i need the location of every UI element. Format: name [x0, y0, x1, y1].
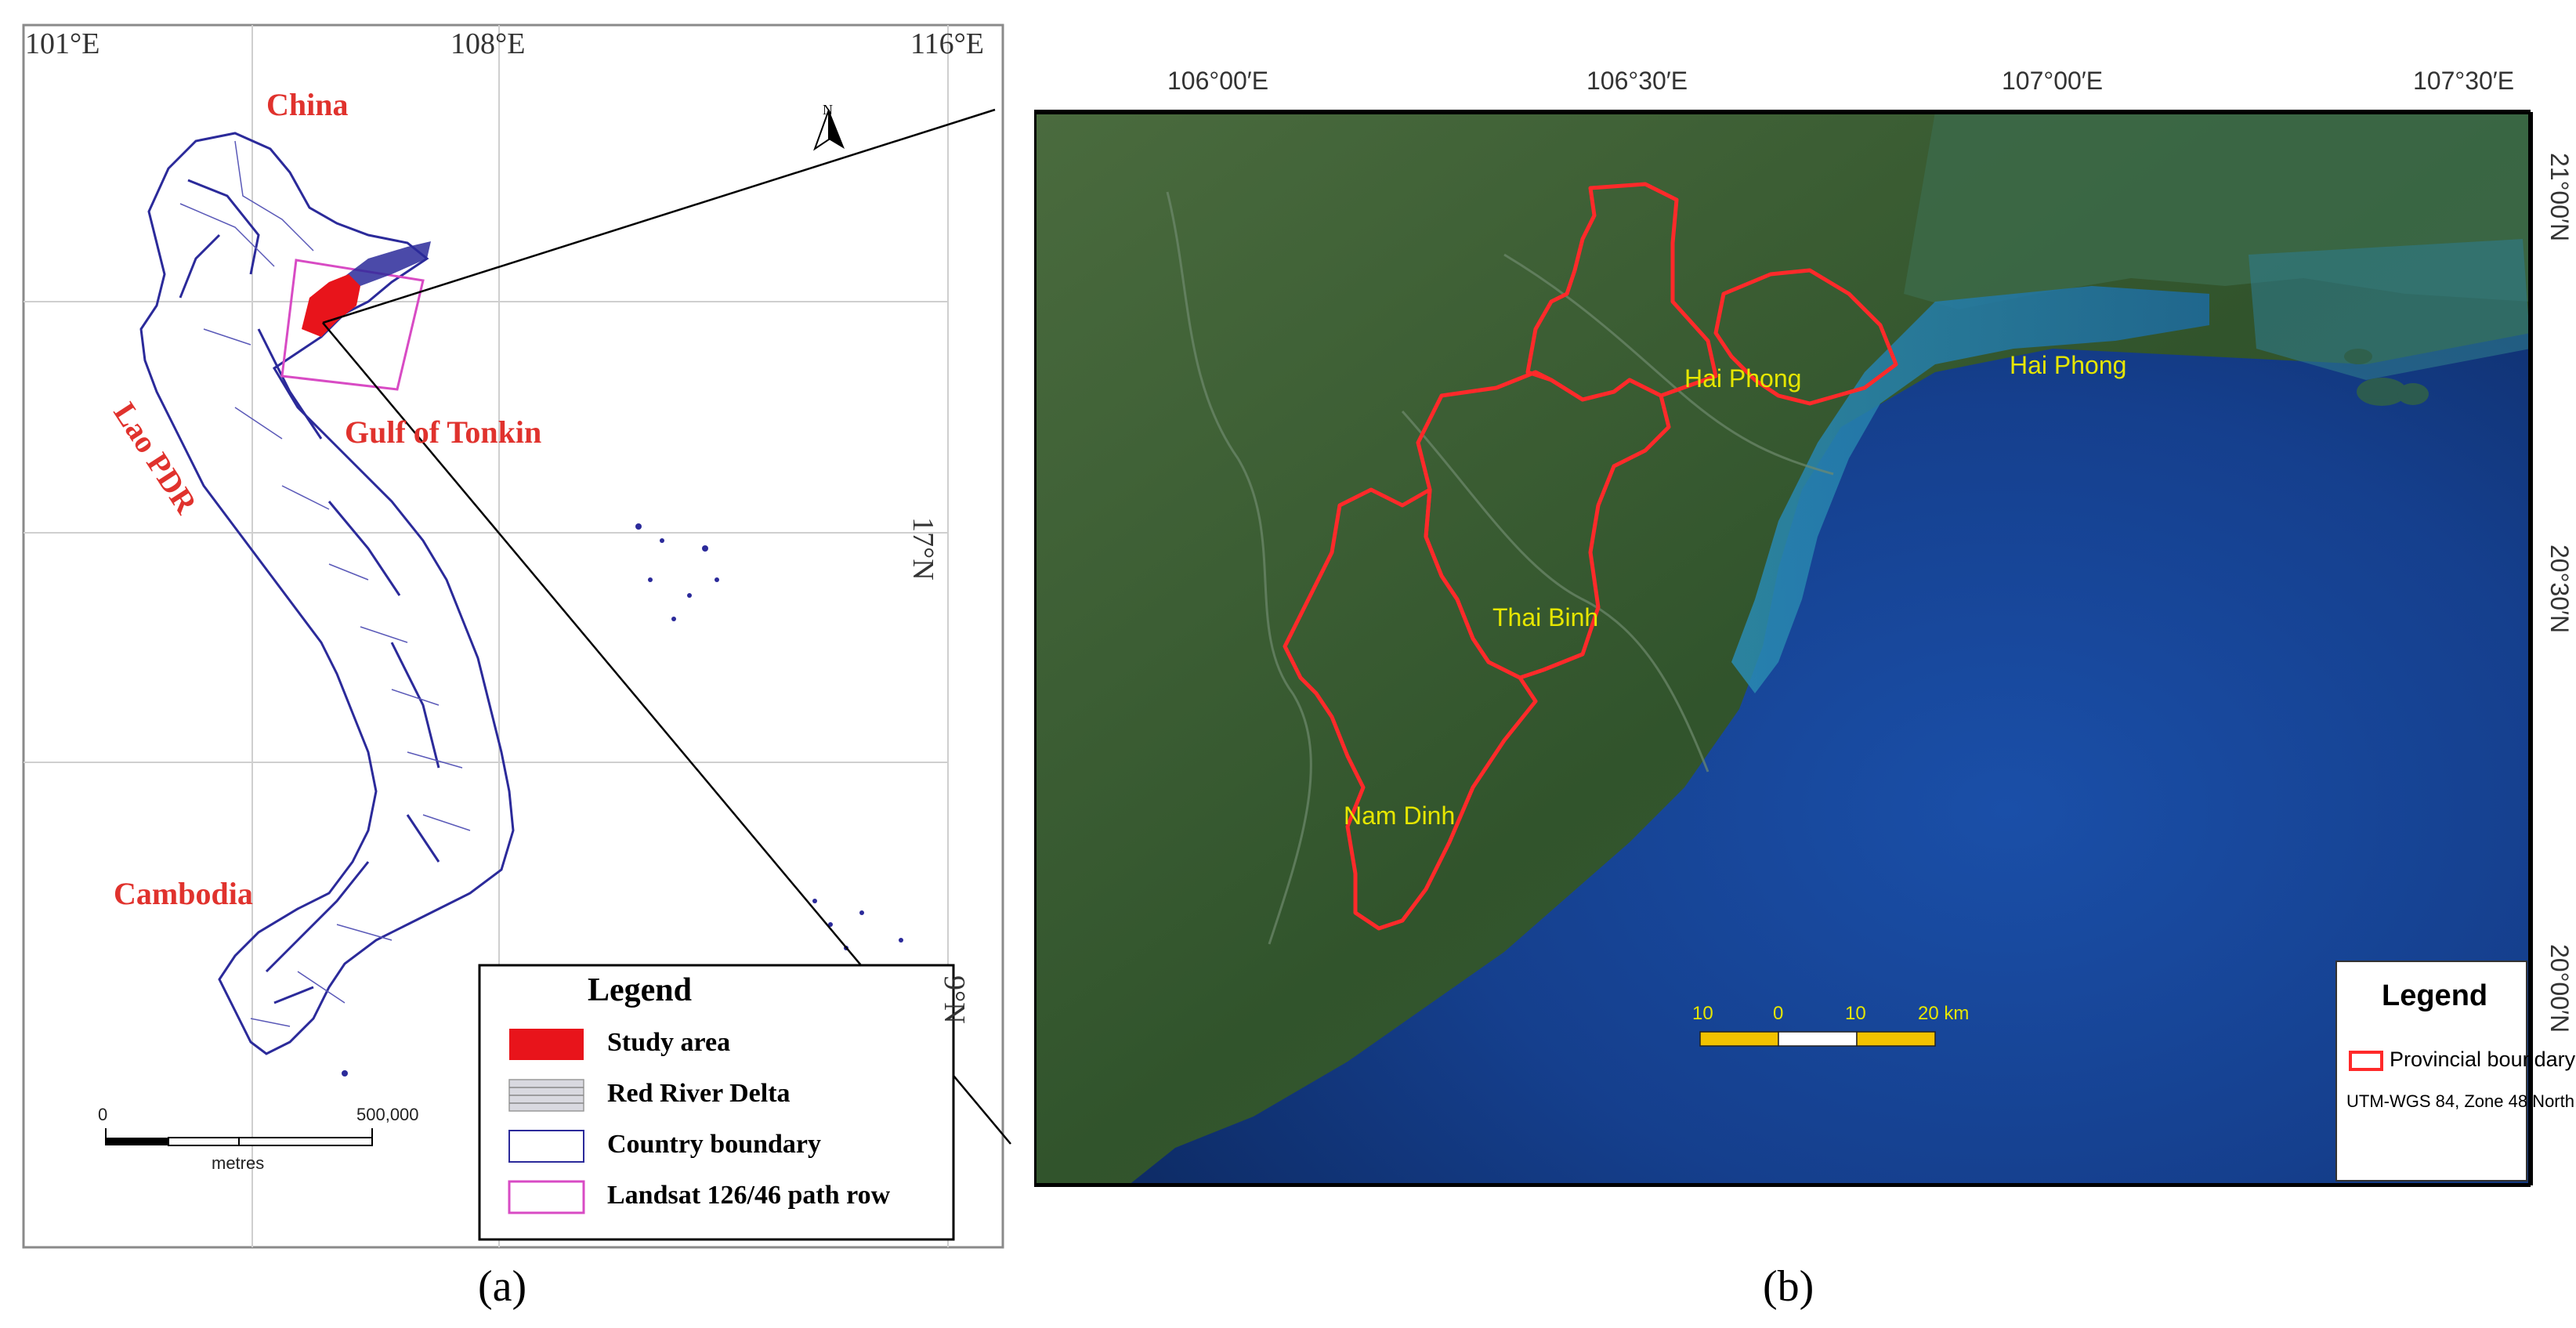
label-hai-phong-island: Hai Phong — [2010, 351, 2127, 379]
scale-bar — [105, 1128, 373, 1146]
caption-b: (b) — [1763, 1262, 1814, 1311]
tick-108e: 108°E — [450, 27, 526, 60]
vietnam-outline — [139, 132, 515, 1055]
panel-b-frame — [1032, 98, 2534, 1188]
legend-title-a: Legend — [588, 972, 693, 1008]
red-river-delta — [337, 241, 431, 286]
scale-label-10-right: 10 — [1845, 1003, 1866, 1024]
tick-20-00n: 20°00′N — [2545, 944, 2574, 1033]
north-label: N — [823, 102, 833, 118]
tick-17n: 17°N — [906, 517, 939, 581]
tick-21-00n: 21°00′N — [2545, 153, 2574, 242]
tick-101e: 101°E — [25, 27, 100, 60]
legend-swatch-red-river-delta — [508, 1079, 584, 1112]
label-hai-phong-mainland: Hai Phong — [1684, 364, 1802, 393]
internal-boundaries — [179, 140, 471, 1027]
tick-20-30n: 20°30′N — [2545, 545, 2574, 634]
legend-swatch-provincial-boundary — [2349, 1051, 2383, 1071]
scale-end-label: 500,000 — [356, 1105, 419, 1124]
scale-label-10-left: 10 — [1692, 1003, 1713, 1024]
provincial-boundaries — [1283, 182, 1898, 931]
label-cambodia: Cambodia — [114, 876, 253, 911]
legend-title-b: Legend — [2382, 979, 2488, 1012]
tick-9n: 9°N — [938, 975, 971, 1024]
tick-107-30e: 107°30′E — [2413, 67, 2515, 95]
north-arrow-icon — [813, 109, 845, 151]
legend-item-landsat: Landsat 126/46 path row — [607, 1181, 891, 1210]
legend-item-provincial-boundary: Provincial boundary — [2390, 1048, 2576, 1071]
islands — [342, 523, 903, 1077]
scale-start-label: 0 — [98, 1105, 108, 1124]
label-nam-dinh: Nam Dinh — [1344, 802, 1456, 830]
legend-swatch-landsat — [508, 1180, 585, 1214]
tick-107-00e: 107°00′E — [2002, 67, 2104, 95]
legend-item-red-river-delta: Red River Delta — [607, 1079, 791, 1108]
label-china: China — [266, 87, 349, 122]
legend-item-country-boundary: Country boundary — [607, 1130, 822, 1159]
label-thai-binh: Thai Binh — [1492, 603, 1599, 631]
scale-label-20km: 20 km — [1918, 1003, 1970, 1024]
tick-106-30e: 106°30′E — [1586, 67, 1688, 95]
satellite-image — [1034, 112, 2531, 1185]
legend-projection: UTM-WGS 84, Zone 48 North — [2346, 1091, 2574, 1111]
legend-swatch-country-boundary — [508, 1130, 584, 1163]
legend-swatch-study-area — [509, 1029, 584, 1060]
panel-a-map — [0, 0, 1018, 1261]
scale-unit-label: metres — [212, 1153, 265, 1173]
tick-116e: 116°E — [910, 27, 984, 60]
frame-ticks — [1032, 110, 2533, 1188]
scale-label-0: 0 — [1773, 1003, 1784, 1024]
study-area — [302, 274, 360, 337]
scale-bar-b — [1699, 1031, 1936, 1047]
label-gulf-of-tonkin: Gulf of Tonkin — [345, 414, 542, 450]
caption-a: (a) — [478, 1262, 527, 1311]
legend-item-study-area: Study area — [607, 1028, 731, 1057]
tick-106-00e: 106°00′E — [1167, 67, 1269, 95]
